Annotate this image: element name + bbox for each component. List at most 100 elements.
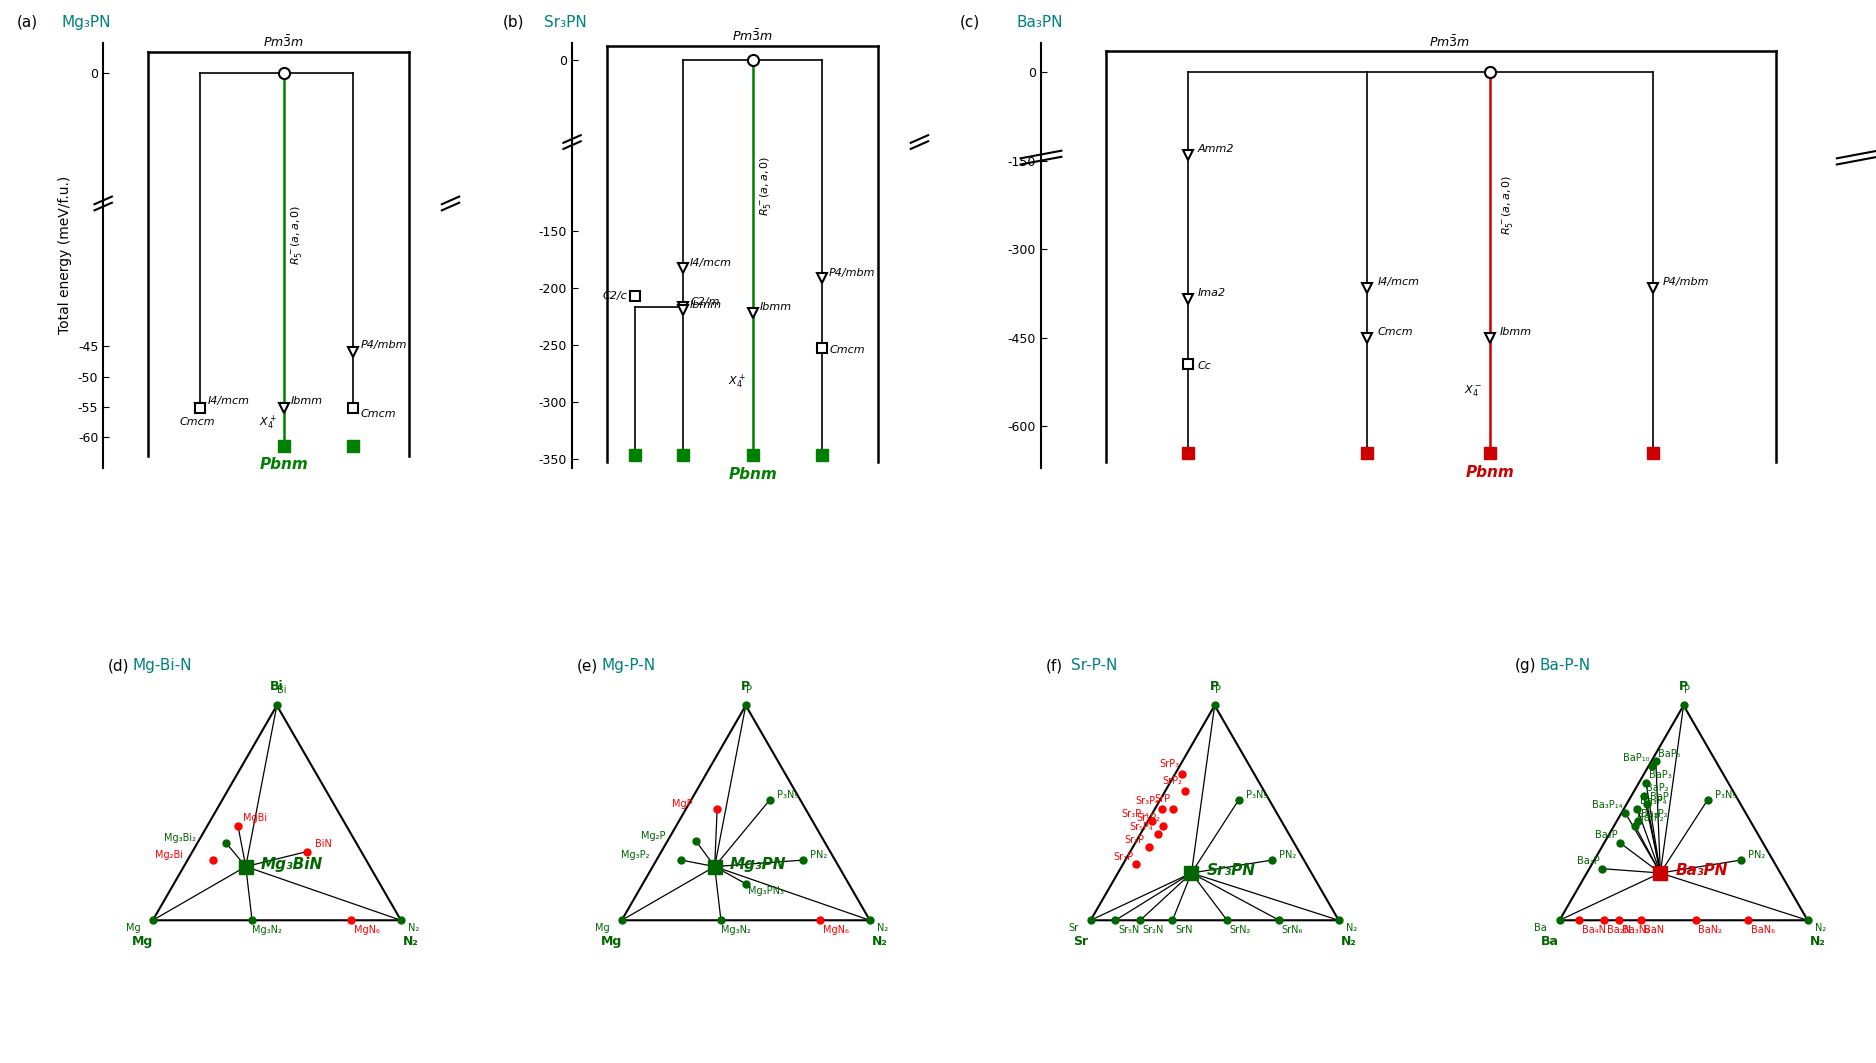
Text: Mg₃N₂: Mg₃N₂ bbox=[251, 925, 281, 935]
Text: Cmcm: Cmcm bbox=[178, 418, 214, 427]
Text: Ba: Ba bbox=[1540, 935, 1559, 948]
Text: SrN₂: SrN₂ bbox=[1229, 925, 1251, 935]
Text: Ba-P-N: Ba-P-N bbox=[1540, 658, 1591, 673]
Text: C2/m: C2/m bbox=[690, 297, 720, 307]
Text: Ba₃P₁₄: Ba₃P₁₄ bbox=[1593, 800, 1623, 810]
Text: SrP: SrP bbox=[1154, 794, 1171, 804]
Text: $R_5^-(a, a, 0)$: $R_5^-(a, a, 0)$ bbox=[289, 204, 304, 265]
Text: P: P bbox=[1679, 680, 1688, 693]
Text: $X_4^-$: $X_4^-$ bbox=[1463, 383, 1482, 398]
Text: N₂: N₂ bbox=[1810, 935, 1825, 948]
Text: BaN: BaN bbox=[1643, 925, 1664, 935]
Text: P: P bbox=[1210, 680, 1219, 693]
Text: Mg₃Bi₂: Mg₃Bi₂ bbox=[165, 833, 197, 843]
Text: N₂: N₂ bbox=[1816, 923, 1827, 932]
Text: MgN₆: MgN₆ bbox=[355, 925, 379, 935]
Y-axis label: Total energy (meV/f.u.): Total energy (meV/f.u.) bbox=[58, 176, 73, 334]
Text: Pbnm: Pbnm bbox=[1465, 465, 1514, 479]
Text: Sr₃P₁₄: Sr₃P₁₄ bbox=[1122, 809, 1150, 819]
Text: Sr₃P₄: Sr₃P₄ bbox=[1135, 796, 1159, 806]
Text: SrP₃: SrP₃ bbox=[1159, 759, 1180, 770]
Text: Sr₃P: Sr₃P bbox=[1112, 851, 1133, 862]
Text: Pbnm: Pbnm bbox=[728, 467, 777, 482]
Text: $R_5^-(a, a, 0)$: $R_5^-(a, a, 0)$ bbox=[758, 156, 773, 216]
Text: Ba₂N: Ba₂N bbox=[1606, 925, 1630, 935]
Text: BaP₃: BaP₃ bbox=[1649, 771, 1672, 780]
Text: N₂: N₂ bbox=[1347, 923, 1358, 932]
Text: Cmcm: Cmcm bbox=[360, 409, 396, 420]
Text: SrN₆: SrN₆ bbox=[1281, 925, 1304, 935]
Text: BaN₂: BaN₂ bbox=[1698, 925, 1722, 935]
Text: $X_4^+$: $X_4^+$ bbox=[259, 415, 278, 433]
Text: $X_4^+$: $X_4^+$ bbox=[728, 373, 747, 391]
Text: Amm2: Amm2 bbox=[1197, 144, 1234, 154]
Text: (e): (e) bbox=[578, 658, 598, 673]
Text: Mg-Bi-N: Mg-Bi-N bbox=[133, 658, 193, 673]
Text: BaP₁₀: BaP₁₀ bbox=[1623, 753, 1649, 763]
Text: Mg₃N₂: Mg₃N₂ bbox=[720, 925, 750, 935]
Text: Mg₃BiN: Mg₃BiN bbox=[261, 857, 323, 872]
Text: Mg₃PN: Mg₃PN bbox=[62, 15, 111, 30]
Text: P: P bbox=[1214, 686, 1221, 695]
Text: P4/mbm: P4/mbm bbox=[829, 268, 876, 279]
Text: Sr₅P₄: Sr₅P₄ bbox=[1129, 822, 1154, 832]
Text: N₂: N₂ bbox=[409, 923, 420, 932]
Text: Mg₃PN₃: Mg₃PN₃ bbox=[749, 887, 784, 896]
Text: PN₂: PN₂ bbox=[1748, 850, 1765, 860]
Text: Sr₃PN: Sr₃PN bbox=[1206, 863, 1255, 878]
Text: MgN₆: MgN₆ bbox=[824, 925, 848, 935]
Text: Mg-P-N: Mg-P-N bbox=[602, 658, 657, 673]
Text: Mg₃PN: Mg₃PN bbox=[730, 857, 786, 872]
Text: N₂: N₂ bbox=[403, 935, 418, 948]
Text: Mg: Mg bbox=[126, 923, 141, 932]
Text: Sr₃P₂: Sr₃P₂ bbox=[1137, 813, 1161, 823]
Text: Cmcm: Cmcm bbox=[1377, 326, 1413, 337]
Text: N₂: N₂ bbox=[1341, 935, 1356, 948]
Text: SrN: SrN bbox=[1174, 925, 1193, 935]
Text: N₂: N₂ bbox=[872, 935, 887, 948]
Text: P₃N₅: P₃N₅ bbox=[777, 790, 799, 800]
Text: $Pm\bar{3}m$: $Pm\bar{3}m$ bbox=[263, 34, 304, 50]
Text: Sr: Sr bbox=[1073, 935, 1088, 948]
Text: Pbnm: Pbnm bbox=[259, 457, 308, 472]
Text: SrP₂: SrP₂ bbox=[1163, 776, 1182, 787]
Text: $Pm\bar{3}m$: $Pm\bar{3}m$ bbox=[732, 29, 773, 45]
Text: MgBi: MgBi bbox=[242, 813, 266, 823]
Text: P: P bbox=[1683, 686, 1690, 695]
Text: Ba₃P: Ba₃P bbox=[1578, 856, 1600, 866]
Text: I4/mcm: I4/mcm bbox=[1377, 276, 1420, 287]
Text: P₃N₅: P₃N₅ bbox=[1246, 790, 1268, 800]
Text: Cc: Cc bbox=[1197, 361, 1212, 371]
Text: MgP: MgP bbox=[672, 798, 692, 809]
Text: BaP₅: BaP₅ bbox=[1658, 748, 1681, 759]
Text: Sr: Sr bbox=[1067, 923, 1079, 932]
Text: Ba₃N₂: Ba₃N₂ bbox=[1621, 925, 1649, 935]
Text: P: P bbox=[747, 686, 752, 695]
Text: (a): (a) bbox=[17, 15, 38, 30]
Text: I4/mcm: I4/mcm bbox=[690, 258, 732, 268]
Text: Sr₃PN: Sr₃PN bbox=[544, 15, 587, 30]
Text: Cmcm: Cmcm bbox=[829, 344, 865, 355]
Text: Ba: Ba bbox=[1535, 923, 1548, 932]
Text: P4/mbm: P4/mbm bbox=[360, 340, 407, 350]
Text: Ima2: Ima2 bbox=[1197, 288, 1225, 299]
Text: Ba₄N: Ba₄N bbox=[1581, 925, 1606, 935]
Text: Ba₃PN: Ba₃PN bbox=[1017, 15, 1064, 30]
Text: Sr₂N: Sr₂N bbox=[1142, 925, 1165, 935]
Text: $Pm\bar{3}m$: $Pm\bar{3}m$ bbox=[1430, 34, 1469, 50]
Text: Ba₂P: Ba₂P bbox=[1595, 830, 1617, 841]
Text: BaN₆: BaN₆ bbox=[1750, 925, 1775, 935]
Text: (d): (d) bbox=[109, 658, 129, 673]
Text: P₃N₅: P₃N₅ bbox=[1715, 790, 1735, 800]
Text: Ibmm: Ibmm bbox=[760, 302, 792, 313]
Text: Mg₂Bi: Mg₂Bi bbox=[156, 850, 182, 860]
Text: N₂: N₂ bbox=[878, 923, 889, 932]
Text: P4/mbm: P4/mbm bbox=[1662, 276, 1709, 287]
Text: BiN: BiN bbox=[315, 839, 332, 849]
Text: (g): (g) bbox=[1514, 658, 1536, 673]
Text: Ba₃P₂: Ba₃P₂ bbox=[1640, 809, 1668, 819]
Text: BaP: BaP bbox=[1649, 792, 1668, 802]
Text: Ba₃P₄: Ba₃P₄ bbox=[1640, 796, 1666, 806]
Text: Bi: Bi bbox=[270, 680, 283, 693]
Text: Mg₂P: Mg₂P bbox=[642, 831, 666, 841]
